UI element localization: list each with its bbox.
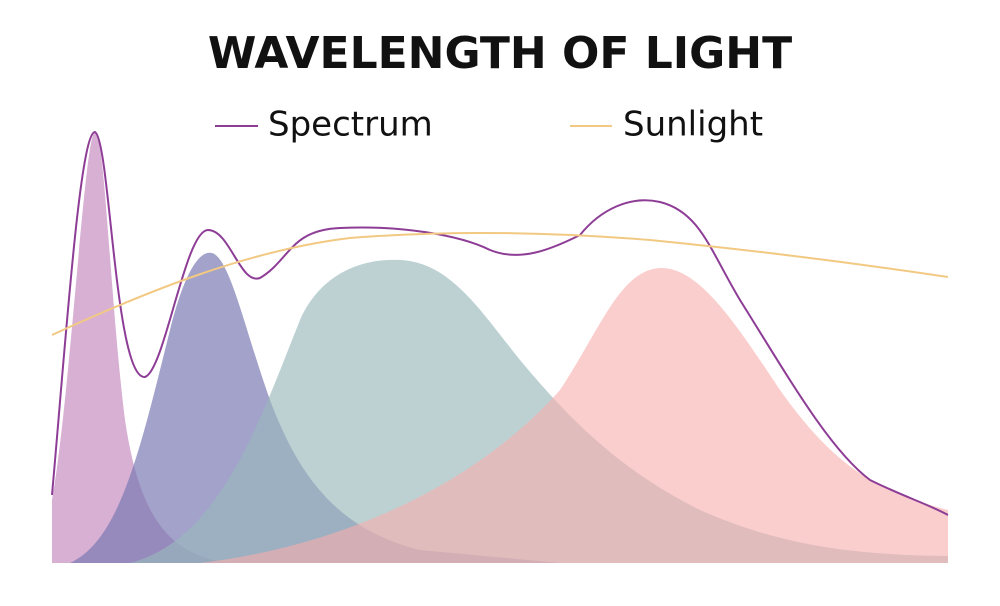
red-band [200, 267, 948, 563]
curves [51, 130, 949, 563]
violet-band [52, 131, 230, 563]
sunlight-line [51, 231, 949, 336]
spectrum-line [51, 130, 949, 516]
blue-band [70, 252, 560, 563]
legend-label: Spectrum [268, 105, 433, 145]
legend-label: Sunlight [623, 105, 763, 145]
legend: Spectrum Sunlight [215, 105, 763, 145]
green-band [130, 259, 948, 563]
title: WAVELENGTH OF LIGHT [208, 28, 792, 79]
